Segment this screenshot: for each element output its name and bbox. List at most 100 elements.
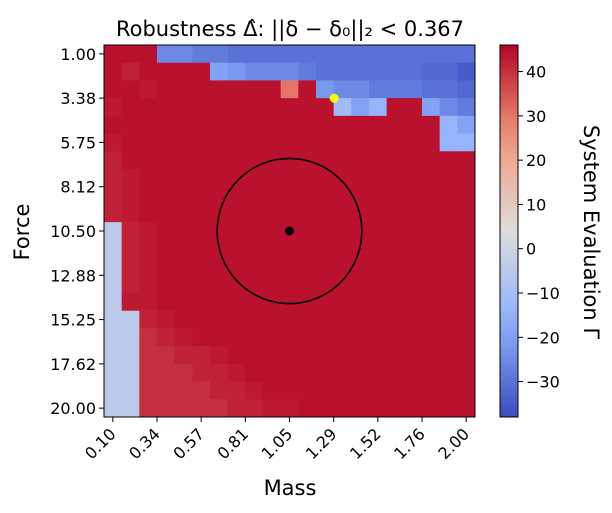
heatmap-cell — [104, 133, 123, 152]
heatmap-cell — [422, 293, 441, 312]
heatmap-cell — [227, 293, 246, 312]
heatmap-cell — [439, 98, 458, 117]
heatmap-cell — [139, 328, 158, 347]
heatmap-cell — [157, 62, 176, 81]
heatmap-cell — [157, 98, 176, 117]
heatmap-cell — [174, 62, 193, 81]
heatmap-cell — [457, 275, 476, 294]
heatmap-cell — [422, 80, 441, 99]
heatmap-cell — [121, 45, 140, 64]
heatmap-cell — [351, 115, 370, 135]
heatmap-cell — [457, 363, 476, 383]
heatmap-cell — [210, 275, 229, 294]
heatmap-cell — [351, 151, 370, 170]
heatmap-cell — [263, 169, 282, 188]
colorbar-tick-label: 0 — [526, 240, 536, 259]
heatmap-cell — [404, 133, 423, 152]
heatmap-cell — [386, 381, 405, 400]
heatmap-cell — [139, 80, 158, 99]
heatmap-cell — [157, 169, 176, 188]
heatmap-cell — [174, 239, 193, 259]
heatmap-cell — [121, 346, 140, 365]
heatmap-cell — [121, 115, 140, 135]
heatmap-cell — [157, 328, 176, 347]
heatmap-cell — [333, 363, 352, 383]
heatmap-cell — [369, 346, 388, 365]
heatmap-cell — [121, 381, 140, 400]
heatmap-cell — [386, 310, 405, 329]
heatmap-cell — [369, 381, 388, 400]
y-axis-ticks: 1.00 3.38 5.75 8.12 10.50 12.88 15.25 17.62 20.0… — [50, 45, 104, 418]
heatmap-cell — [351, 222, 370, 241]
heatmap-cells — [104, 45, 476, 418]
heatmap-cell — [280, 239, 299, 259]
heatmap-cell — [386, 62, 405, 81]
heatmap-cell — [263, 115, 282, 135]
heatmap-cell — [369, 239, 388, 259]
heatmap-cell — [192, 399, 211, 418]
heatmap-cell — [369, 399, 388, 418]
heatmap-cell — [263, 222, 282, 241]
heatmap-cell — [457, 169, 476, 188]
heatmap-cell — [174, 45, 193, 64]
heatmap-cell — [280, 98, 299, 117]
heatmap-cell — [174, 310, 193, 329]
heatmap-cell — [333, 239, 352, 259]
heatmap-cell — [192, 45, 211, 64]
heatmap-cell — [280, 80, 299, 99]
heatmap-cell — [404, 381, 423, 400]
heatmap-cell — [369, 222, 388, 241]
y-tick-label: 20.00 — [50, 399, 96, 418]
heatmap-cell — [422, 45, 441, 64]
heatmap-cell — [174, 257, 193, 276]
heatmap-cell — [157, 346, 176, 365]
heatmap-cell — [263, 346, 282, 365]
y-tick-label: 3.38 — [60, 89, 96, 108]
heatmap-cell — [210, 45, 229, 64]
heatmap-cell — [192, 204, 211, 223]
heatmap-cell — [192, 169, 211, 188]
heatmap-cell — [192, 381, 211, 400]
heatmap-cell — [386, 363, 405, 383]
heatmap-cell — [404, 98, 423, 117]
heatmap-cell — [245, 293, 264, 312]
heatmap-cell — [439, 222, 458, 241]
heatmap-cell — [333, 204, 352, 223]
heatmap-cell — [192, 133, 211, 152]
heatmap-cell — [316, 399, 335, 418]
heatmap-cell — [280, 45, 299, 64]
heatmap-cell — [298, 381, 317, 400]
heatmap-cell — [245, 363, 264, 383]
heatmap-cell — [139, 169, 158, 188]
heatmap-cell — [263, 80, 282, 99]
heatmap-cell — [369, 257, 388, 276]
heatmap-cell — [316, 328, 335, 347]
heatmap-cell — [386, 257, 405, 276]
colorbar-tick-label: 20 — [526, 151, 546, 170]
heatmap-cell — [351, 293, 370, 312]
heatmap-cell — [227, 151, 246, 170]
heatmap-cell — [422, 310, 441, 329]
heatmap-cell — [139, 151, 158, 170]
heatmap-cell — [157, 239, 176, 259]
heatmap-cell — [457, 45, 476, 64]
heatmap-cell — [386, 98, 405, 117]
heatmap-cell — [227, 399, 246, 418]
heatmap-cell — [404, 204, 423, 223]
heatmap-cell — [210, 346, 229, 365]
heatmap-cell — [174, 80, 193, 99]
heatmap-cell — [245, 80, 264, 99]
heatmap-cell — [298, 115, 317, 135]
x-axis-label: Mass — [264, 476, 317, 500]
heatmap-cell — [121, 169, 140, 188]
heatmap-cell — [245, 133, 264, 152]
heatmap-cell — [245, 275, 264, 294]
heatmap-cell — [404, 80, 423, 99]
heatmap-cell — [369, 151, 388, 170]
heatmap-cell — [227, 115, 246, 135]
heatmap-cell — [104, 45, 123, 64]
heatmap-cell — [280, 399, 299, 418]
heatmap-cell — [245, 115, 264, 135]
heatmap-cell — [316, 363, 335, 383]
